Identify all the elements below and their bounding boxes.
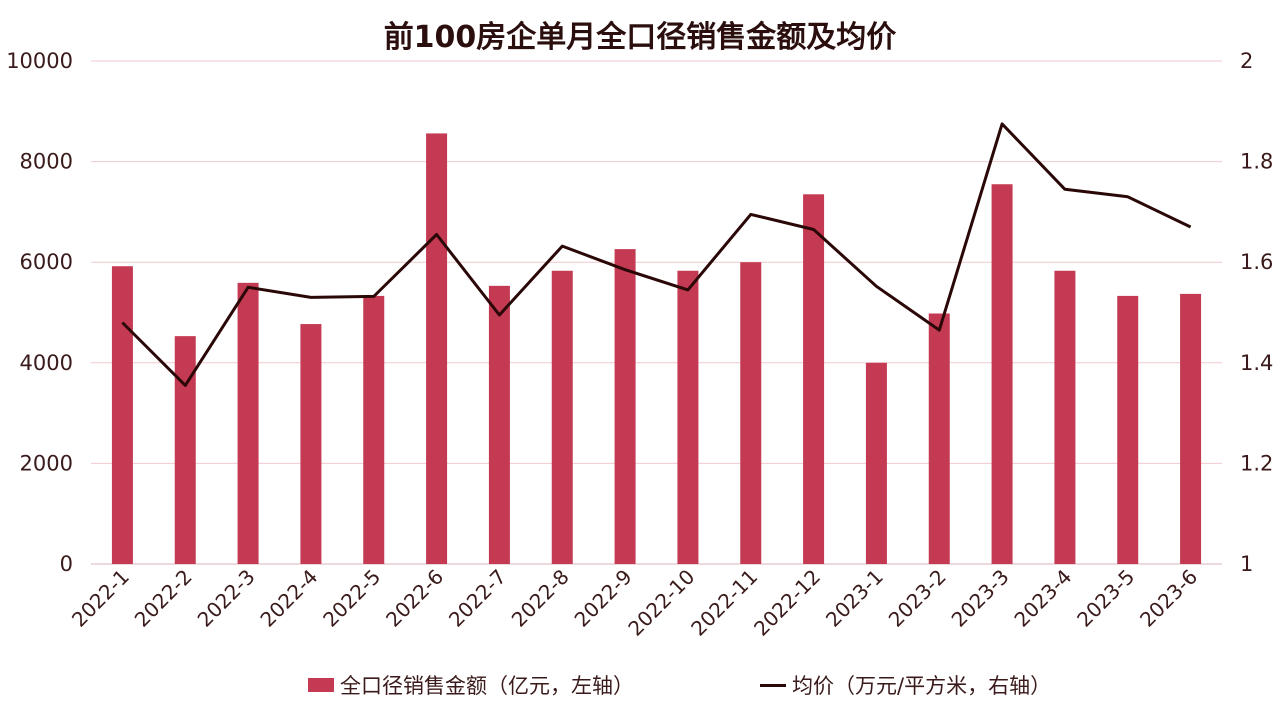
y-left-tick-label: 0 xyxy=(60,552,73,576)
bar xyxy=(426,133,448,564)
bar xyxy=(803,194,825,565)
bar xyxy=(300,324,322,564)
x-tick-label: 2022-3 xyxy=(193,565,260,632)
bar xyxy=(237,282,259,564)
bar xyxy=(551,270,573,564)
x-tick-label: 2022-7 xyxy=(444,565,511,632)
x-tick-label: 2022-11 xyxy=(686,565,762,641)
y-left-tick-label: 4000 xyxy=(20,351,73,375)
x-tick-label: 2022-12 xyxy=(749,565,825,641)
x-tick-label: 2023-6 xyxy=(1135,565,1202,632)
bar xyxy=(928,313,950,564)
legend-line-swatch xyxy=(760,683,786,687)
x-tick-label: 2022-4 xyxy=(255,565,322,632)
legend-line: 均价（万元/平方米，右轴） xyxy=(760,670,1051,700)
legend-line-label: 均价（万元/平方米，右轴） xyxy=(792,674,1052,698)
x-tick-label: 2023-2 xyxy=(884,565,951,632)
bar xyxy=(111,266,133,564)
y-left-tick-label: 10000 xyxy=(6,49,73,73)
x-tick-label: 2023-3 xyxy=(947,565,1014,632)
y-left-tick-label: 8000 xyxy=(20,150,73,174)
bar xyxy=(1117,295,1139,564)
x-tick-label: 2022-2 xyxy=(130,565,197,632)
bar xyxy=(740,262,762,564)
y-right-tick-label: 2 xyxy=(1240,49,1253,73)
bar xyxy=(865,362,887,564)
bar xyxy=(363,295,385,564)
y-right-tick-label: 1.2 xyxy=(1240,451,1273,475)
y-right-tick-label: 1.4 xyxy=(1240,351,1273,375)
x-tick-label: 2022-10 xyxy=(623,565,699,641)
x-tick-label: 2023-1 xyxy=(821,565,888,632)
bar xyxy=(1180,293,1202,564)
y-right-tick-label: 1.8 xyxy=(1240,150,1273,174)
bar xyxy=(174,336,196,564)
legend-bar-swatch xyxy=(308,678,334,692)
x-tick-label: 2023-4 xyxy=(1009,565,1076,632)
bar xyxy=(1054,270,1076,564)
bar xyxy=(614,249,636,564)
x-tick-label: 2022-5 xyxy=(318,565,385,632)
bar xyxy=(677,270,699,564)
x-tick-label: 2022-8 xyxy=(507,565,574,632)
legend-bar: 全口径销售金额（亿元，左轴） xyxy=(308,670,634,700)
y-right-tick-label: 1 xyxy=(1240,552,1253,576)
y-right-tick-label: 1.6 xyxy=(1240,250,1273,274)
x-tick-label: 2023-5 xyxy=(1072,565,1139,632)
chart-title: 前100房企单月全口径销售金额及均价 xyxy=(383,20,897,55)
bar xyxy=(488,285,510,564)
y-left-tick-label: 2000 xyxy=(20,451,73,475)
series-line xyxy=(121,122,1192,387)
bar xyxy=(991,184,1013,565)
y-left-tick-label: 6000 xyxy=(20,250,73,274)
x-tick-label: 2022-1 xyxy=(67,565,134,632)
legend-bar-label: 全口径销售金额（亿元，左轴） xyxy=(340,674,634,698)
x-tick-label: 2022-6 xyxy=(381,565,448,632)
